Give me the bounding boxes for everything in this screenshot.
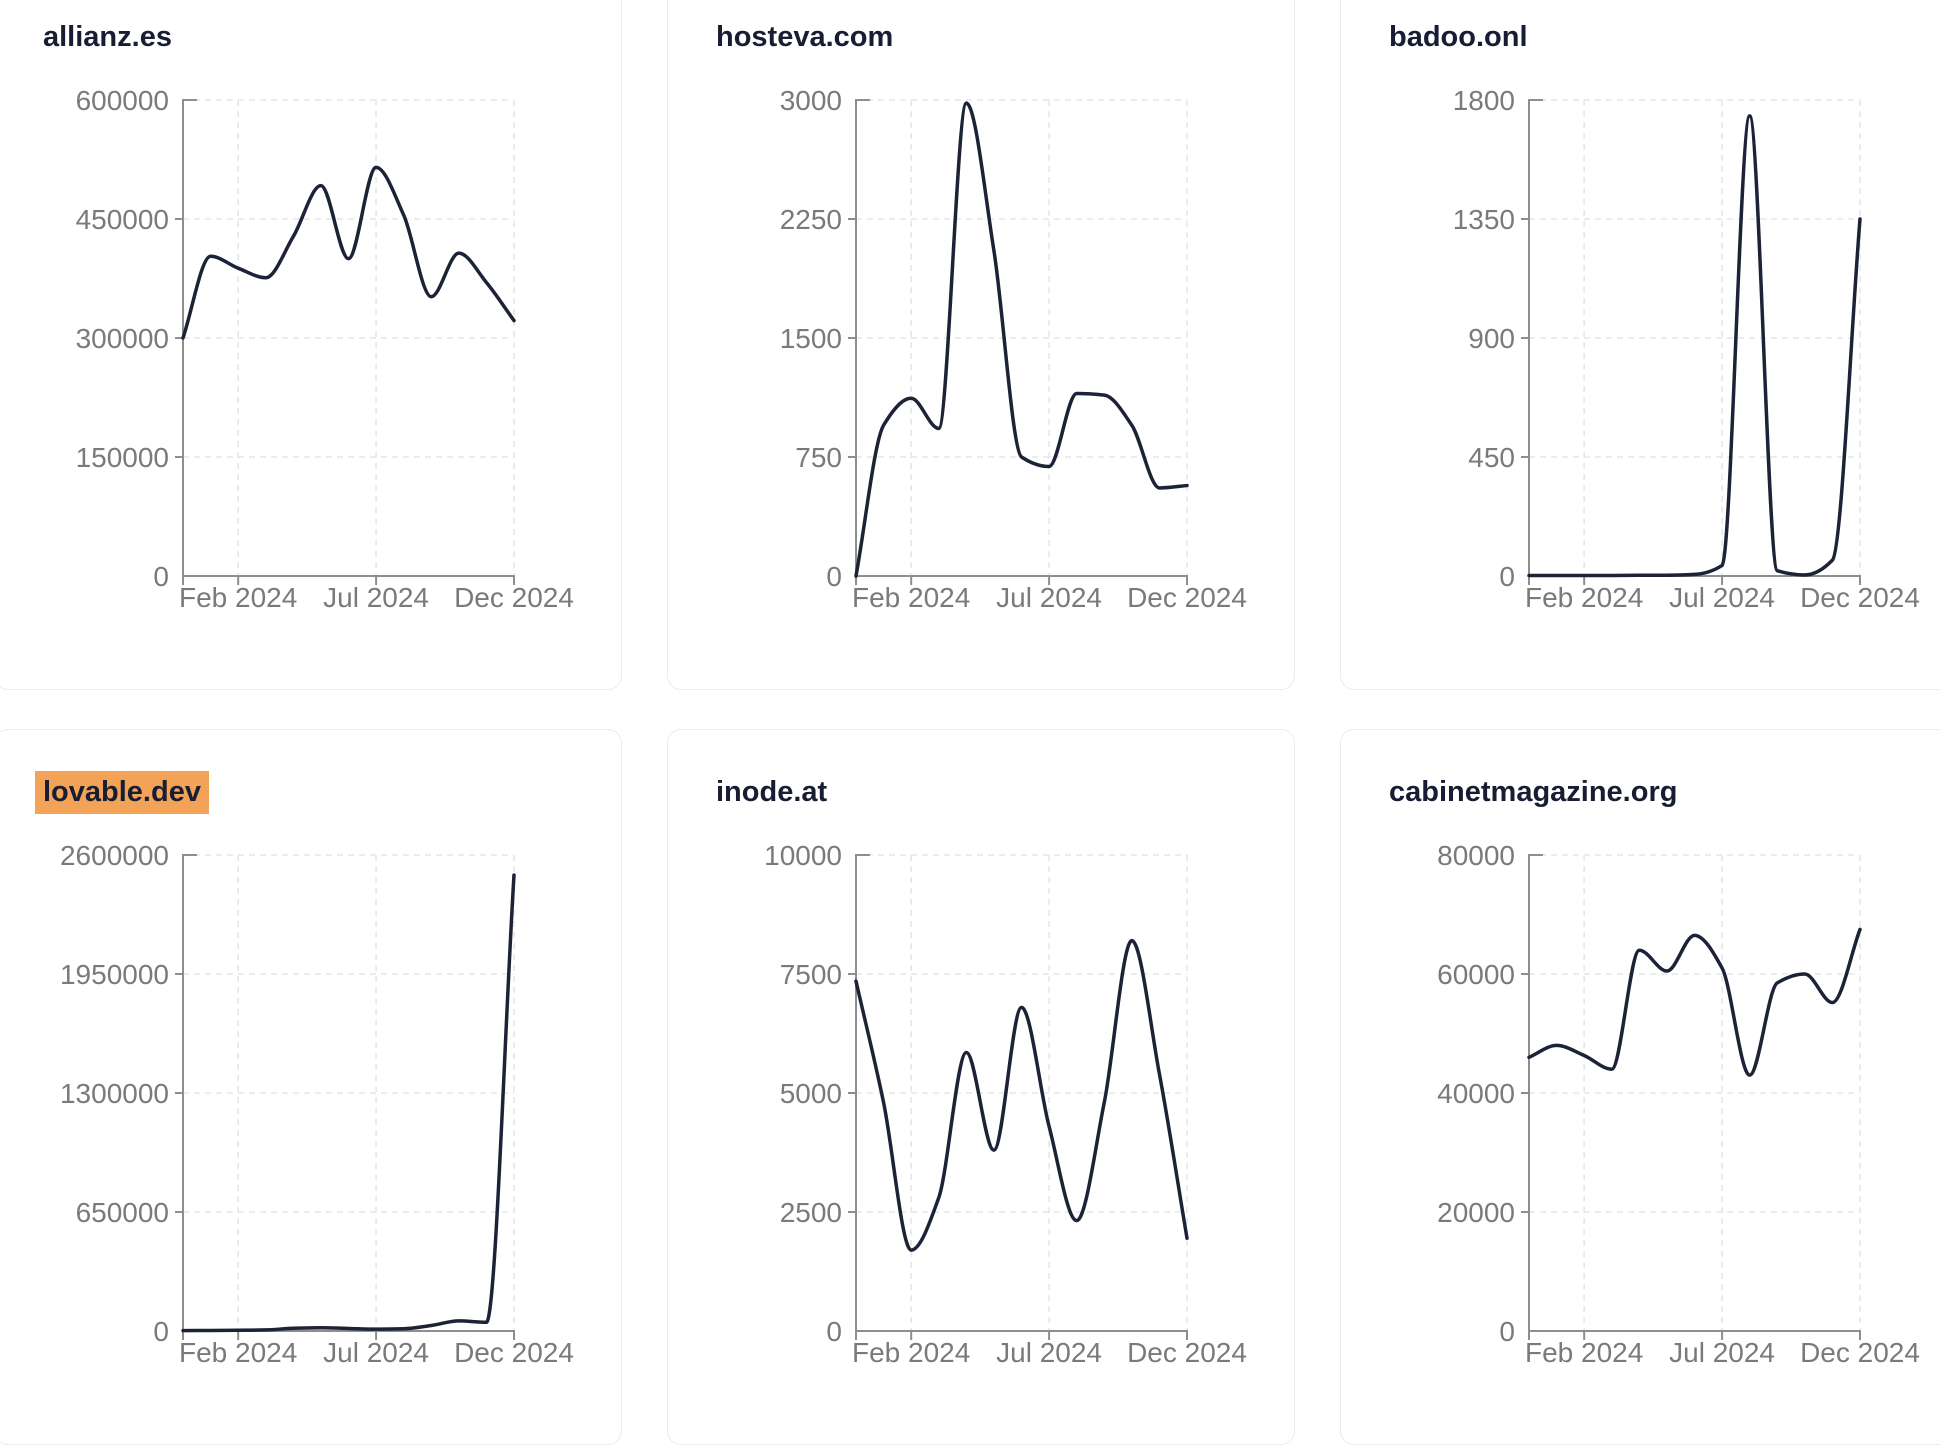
chart-title: lovable.dev <box>35 771 209 814</box>
axes: 0 20000 40000 60000 80000 Feb 2024 Jul 2024 Dec… <box>1437 840 1920 1368</box>
data-line <box>181 873 516 1333</box>
y-axis-tick-label: 150000 <box>76 442 169 473</box>
grid <box>183 99 515 576</box>
chart-card: badoo.onl 0 450 900 1350 1800 Feb 2024 Jul 202… <box>1340 0 1940 690</box>
x-axis-tick-label: Feb 2024 <box>852 1337 970 1368</box>
y-axis-tick-label: 20000 <box>1437 1197 1515 1228</box>
x-axis-tick-label: Feb 2024 <box>1525 582 1643 613</box>
y-axis-tick-label: 60000 <box>1437 959 1515 990</box>
axes: 0 650000 1300000 1950000 2600000 Feb 2024 Jul … <box>60 840 574 1368</box>
y-axis-tick-label: 650000 <box>76 1197 169 1228</box>
y-axis-tick-label: 0 <box>1499 1316 1515 1347</box>
y-axis-tick-label: 5000 <box>780 1078 842 1109</box>
x-axis-tick-label: Dec 2024 <box>1800 582 1920 613</box>
y-axis-tick-label: 0 <box>826 561 842 592</box>
x-axis-tick-label: Feb 2024 <box>852 582 970 613</box>
y-axis-tick-label: 1350 <box>1453 204 1515 235</box>
chart-title: allianz.es <box>43 21 172 53</box>
x-axis-tick-label: Dec 2024 <box>454 582 574 613</box>
x-axis-tick-label: Feb 2024 <box>1525 1337 1643 1368</box>
x-axis-tick-label: Jul 2024 <box>323 1337 429 1368</box>
x-axis-tick-label: Jul 2024 <box>323 582 429 613</box>
chart-card: allianz.es 0 150000 300000 450000 600000 Feb … <box>0 0 622 690</box>
grid <box>183 854 515 1331</box>
y-axis-tick-label: 750 <box>795 442 842 473</box>
y-axis-tick-label: 2600000 <box>60 840 169 871</box>
y-axis-tick-label: 2500 <box>780 1197 842 1228</box>
y-axis-tick-label: 300000 <box>76 323 169 354</box>
y-axis <box>1528 99 1543 576</box>
axes: 0 150000 300000 450000 600000 Feb 2024 Jul 202… <box>76 85 574 613</box>
grid <box>856 99 1188 576</box>
y-axis-tick-label: 7500 <box>780 959 842 990</box>
x-axis-tick-label: Feb 2024 <box>179 582 297 613</box>
y-axis-tick-label: 450000 <box>76 204 169 235</box>
grid <box>1529 99 1861 576</box>
x-axis-tick-label: Dec 2024 <box>454 1337 574 1368</box>
axes: 0 750 1500 2250 3000 Feb 2024 Jul 2024 Dec 2024 <box>780 85 1247 613</box>
line-chart: 0 650000 1300000 1950000 2600000 Feb 2024 Jul … <box>60 840 574 1368</box>
line-chart: 0 150000 300000 450000 600000 Feb 2024 Jul 202… <box>76 85 574 613</box>
y-axis <box>182 99 197 576</box>
y-axis <box>1528 854 1543 1331</box>
y-axis-tick-label: 900 <box>1468 323 1515 354</box>
line-chart: 0 2500 5000 7500 10000 Feb 2024 Jul 2024 Dec 20… <box>764 840 1247 1368</box>
grid <box>1529 854 1861 1331</box>
y-axis-tick-label: 0 <box>826 1316 842 1347</box>
x-axis-tick-label: Dec 2024 <box>1127 582 1247 613</box>
x-axis-tick-label: Dec 2024 <box>1800 1337 1920 1368</box>
y-axis-tick-label: 2250 <box>780 204 842 235</box>
y-axis-tick-label: 0 <box>153 561 169 592</box>
chart-card: inode.at 0 2500 5000 7500 10000 Feb 2024 Jul 2… <box>667 729 1295 1445</box>
chart-card: hosteva.com 0 750 1500 2250 3000 Feb 2024 Jul … <box>667 0 1295 690</box>
y-axis-tick-label: 3000 <box>780 85 842 116</box>
data-line <box>854 938 1189 1252</box>
y-axis-tick-label: 1950000 <box>60 959 169 990</box>
line-chart: 0 20000 40000 60000 80000 Feb 2024 Jul 2024 Dec… <box>1437 840 1920 1368</box>
chart-title: cabinetmagazine.org <box>1389 776 1678 808</box>
chart-title: hosteva.com <box>716 21 894 53</box>
data-line <box>854 101 1189 578</box>
data-line <box>1527 114 1862 578</box>
y-axis <box>855 99 870 576</box>
y-axis-tick-label: 10000 <box>764 840 842 871</box>
y-axis-tick-label: 450 <box>1468 442 1515 473</box>
x-axis-tick-label: Jul 2024 <box>1669 1337 1775 1368</box>
y-axis-tick-label: 1300000 <box>60 1078 169 1109</box>
y-axis <box>182 854 197 1331</box>
grid <box>856 854 1188 1331</box>
x-axis-tick-label: Feb 2024 <box>179 1337 297 1368</box>
line-chart: 0 750 1500 2250 3000 Feb 2024 Jul 2024 Dec 2024 <box>780 85 1247 613</box>
chart-card: cabinetmagazine.org 0 20000 40000 60000 8000… <box>1340 729 1940 1445</box>
y-axis-tick-label: 0 <box>1499 561 1515 592</box>
data-line <box>181 165 516 340</box>
chart-title: badoo.onl <box>1389 21 1528 53</box>
y-axis-tick-label: 80000 <box>1437 840 1515 871</box>
y-axis-tick-label: 1800 <box>1453 85 1515 116</box>
chart-card: lovable.dev 0 650000 1300000 1950000 2600000… <box>0 729 622 1445</box>
data-line <box>1527 927 1862 1077</box>
axes: 0 2500 5000 7500 10000 Feb 2024 Jul 2024 Dec 20… <box>764 840 1247 1368</box>
line-chart: 0 450 900 1350 1800 Feb 2024 Jul 2024 Dec 2024 <box>1453 85 1920 613</box>
y-axis-tick-label: 0 <box>153 1316 169 1347</box>
x-axis-tick-label: Jul 2024 <box>996 1337 1102 1368</box>
y-axis-tick-label: 600000 <box>76 85 169 116</box>
y-axis <box>855 854 870 1331</box>
x-axis-tick-label: Jul 2024 <box>996 582 1102 613</box>
axes: 0 450 900 1350 1800 Feb 2024 Jul 2024 Dec 2024 <box>1453 85 1920 613</box>
x-axis-tick-label: Jul 2024 <box>1669 582 1775 613</box>
y-axis-tick-label: 40000 <box>1437 1078 1515 1109</box>
y-axis-tick-label: 1500 <box>780 323 842 354</box>
x-axis-tick-label: Dec 2024 <box>1127 1337 1247 1368</box>
chart-title: inode.at <box>716 776 828 808</box>
